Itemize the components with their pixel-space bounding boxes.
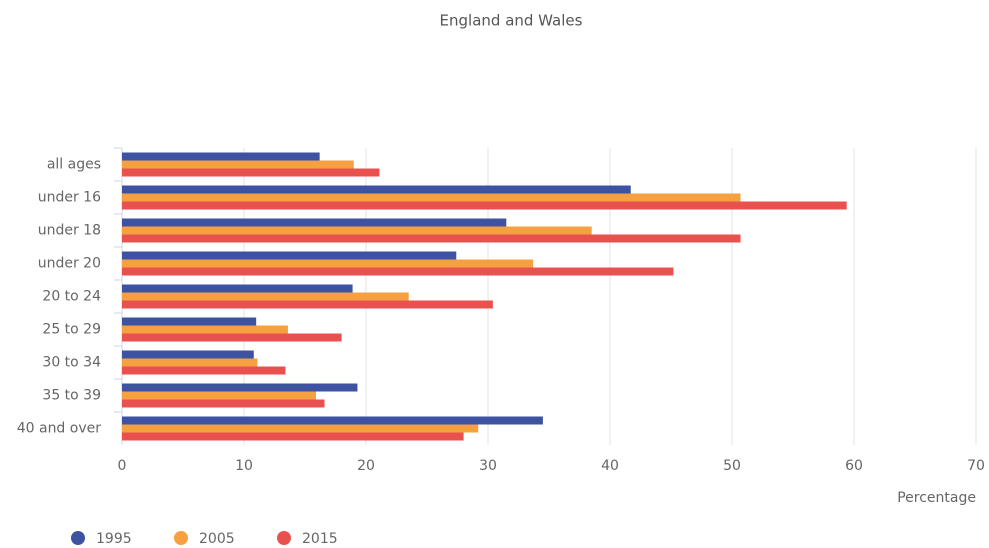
bar (122, 193, 741, 202)
x-tick-label: 0 (118, 458, 127, 474)
x-tick-label: 40 (601, 458, 619, 474)
bar (122, 152, 320, 161)
bar (122, 284, 353, 293)
x-tick-label: 20 (357, 458, 375, 474)
bar (122, 350, 254, 359)
bar (122, 416, 543, 425)
y-tick-label: 25 to 29 (42, 322, 101, 338)
bar (122, 226, 592, 235)
bar (122, 300, 493, 309)
chart-title: England and Wales (440, 12, 583, 30)
bar (122, 234, 741, 243)
x-tick-label: 10 (235, 458, 253, 474)
bar (122, 432, 464, 441)
bar (122, 325, 288, 334)
bar (122, 317, 257, 326)
legend-marker (174, 531, 188, 545)
bar (122, 267, 674, 276)
y-tick-label: 20 to 24 (42, 289, 101, 305)
bar (122, 160, 354, 169)
x-tick-label: 70 (967, 458, 985, 474)
bar (122, 168, 380, 177)
y-tick-label: all ages (47, 157, 101, 173)
x-tick-label: 30 (479, 458, 497, 474)
x-tick-label: 60 (845, 458, 863, 474)
x-tick-label: 50 (723, 458, 741, 474)
y-tick-label: under 18 (38, 223, 101, 239)
bar (122, 251, 457, 260)
y-tick-label: 40 and over (17, 421, 102, 437)
bar (122, 383, 358, 392)
legend-marker (277, 531, 291, 545)
legend-label: 2015 (302, 531, 338, 547)
bar (122, 366, 286, 375)
bar (122, 185, 631, 194)
bar (122, 333, 342, 342)
bar (122, 259, 534, 268)
bar (122, 391, 316, 400)
bar (122, 218, 507, 227)
y-tick-label: 35 to 39 (42, 388, 101, 404)
legend-label: 1995 (96, 531, 132, 547)
bar (122, 358, 258, 367)
legend-marker (71, 531, 85, 545)
bar (122, 292, 409, 301)
y-tick-label: 30 to 34 (42, 355, 101, 371)
bar (122, 424, 479, 433)
bar (122, 399, 325, 408)
legend-label: 2005 (199, 531, 235, 547)
bar (122, 201, 847, 210)
y-tick-label: under 20 (38, 256, 101, 272)
x-axis-label: Percentage (897, 490, 976, 506)
y-tick-label: under 16 (38, 190, 101, 206)
